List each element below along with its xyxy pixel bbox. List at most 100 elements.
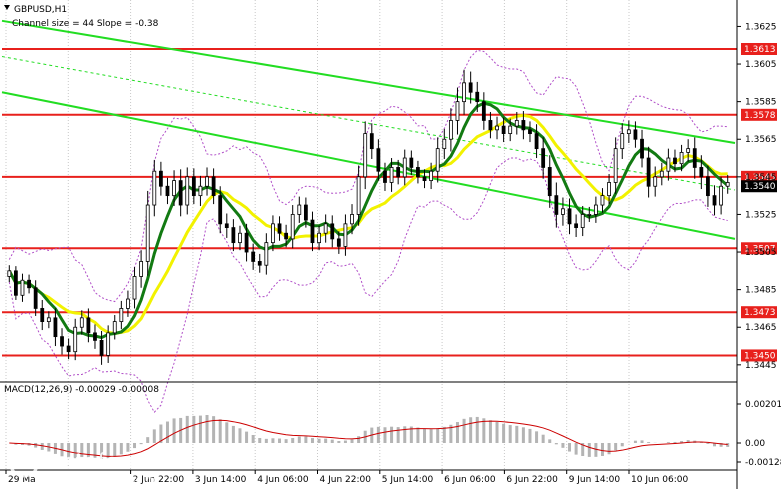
macd-bar: [324, 438, 328, 443]
macd-bar: [581, 443, 585, 456]
candle: [448, 108, 453, 152]
support-resistance-levels: 1.3613 1.3578 1.3545 1.3507 1.3473 1.3450 1.35…: [2, 43, 777, 362]
candle-body: [495, 125, 499, 131]
macd-bar: [561, 443, 565, 448]
candle: [528, 121, 532, 143]
candle: [238, 225, 242, 251]
candle-body: [99, 339, 104, 356]
candle: [112, 315, 117, 340]
macd-bar: [205, 415, 209, 443]
candle-body: [653, 176, 658, 187]
candle-body: [73, 326, 78, 353]
macd-bar: [86, 443, 90, 458]
macd-histogram: [14, 415, 730, 459]
macd-bar: [383, 427, 387, 443]
candle-body: [659, 170, 664, 178]
x-tick-label: 3 Jun 14:00: [195, 475, 247, 485]
candle-body: [218, 195, 223, 225]
candle: [185, 167, 190, 215]
candle: [40, 299, 45, 331]
candle-body: [574, 223, 579, 228]
candle-body: [336, 238, 341, 247]
candle-body: [534, 133, 539, 150]
macd-bar: [139, 443, 143, 445]
level-tag: [741, 108, 777, 121]
candle: [20, 273, 25, 302]
candle-body: [205, 176, 209, 187]
candle: [640, 129, 644, 168]
candle-body: [185, 176, 190, 206]
moving-averages: [7, 101, 729, 340]
macd-bar: [225, 422, 229, 443]
candle: [699, 155, 704, 190]
candle: [389, 158, 394, 192]
candle-body: [238, 232, 242, 244]
macd-bar: [535, 431, 539, 443]
macd-bar: [337, 441, 341, 443]
macd-bar: [146, 437, 150, 443]
candle-body: [119, 308, 124, 323]
candle-body: [396, 167, 401, 178]
candle-body: [211, 176, 216, 197]
candle: [251, 243, 256, 270]
candle: [468, 71, 473, 104]
macd-bar: [106, 443, 110, 459]
candle: [198, 175, 203, 206]
macd-bar: [647, 442, 651, 443]
candles: [7, 69, 730, 365]
candle: [673, 149, 677, 173]
macd-bar: [423, 428, 427, 443]
candle-body: [178, 180, 183, 206]
macd-pane: [0, 381, 737, 471]
macd-bar: [34, 443, 38, 448]
candle: [119, 300, 124, 330]
candle-body: [343, 223, 348, 247]
candle: [191, 168, 196, 205]
candle-body: [60, 336, 64, 347]
candle-body: [284, 232, 289, 240]
candle: [244, 223, 249, 262]
candle: [13, 266, 18, 300]
candle-body: [383, 170, 387, 183]
instaforex-logo-icon: [8, 446, 40, 478]
candle-body: [567, 208, 572, 225]
candle: [646, 146, 651, 198]
candle: [429, 162, 434, 190]
candle: [178, 169, 183, 217]
macd-bar: [521, 427, 525, 443]
y-tick-label: 1.3485: [745, 286, 777, 296]
candle: [53, 308, 58, 347]
candle: [356, 165, 361, 226]
macd-bar: [587, 443, 591, 457]
candle: [416, 160, 420, 184]
candle: [218, 186, 223, 234]
candle-body: [158, 170, 163, 187]
x-tick-label: 29 Ma: [8, 475, 36, 485]
candle: [719, 176, 724, 215]
dropdown-triangle-icon[interactable]: [4, 5, 10, 10]
candle-body: [20, 279, 25, 296]
macd-bar: [620, 443, 624, 447]
x-tick-label: 4 Jun 22:00: [320, 475, 372, 485]
candle: [330, 215, 335, 248]
x-tick-label: 2 Jun 22:00: [133, 475, 185, 485]
macd-bar: [515, 425, 519, 443]
macd-bar: [152, 429, 156, 443]
macd-bar: [475, 416, 479, 443]
candle: [27, 274, 31, 294]
candle-body: [152, 170, 157, 206]
candle-body: [271, 223, 275, 244]
candle-body: [277, 223, 282, 234]
macd-bar: [633, 440, 637, 443]
candle: [521, 111, 526, 140]
candle-body: [481, 101, 486, 121]
macd-bar: [159, 424, 163, 443]
macd-signal-line: [9, 419, 728, 457]
candle-body: [501, 125, 506, 135]
candle: [297, 196, 302, 223]
candle-body: [554, 195, 559, 215]
macd-bar: [14, 443, 18, 445]
candle: [172, 170, 176, 206]
candle-body: [646, 157, 651, 187]
macd-bar: [548, 439, 552, 443]
